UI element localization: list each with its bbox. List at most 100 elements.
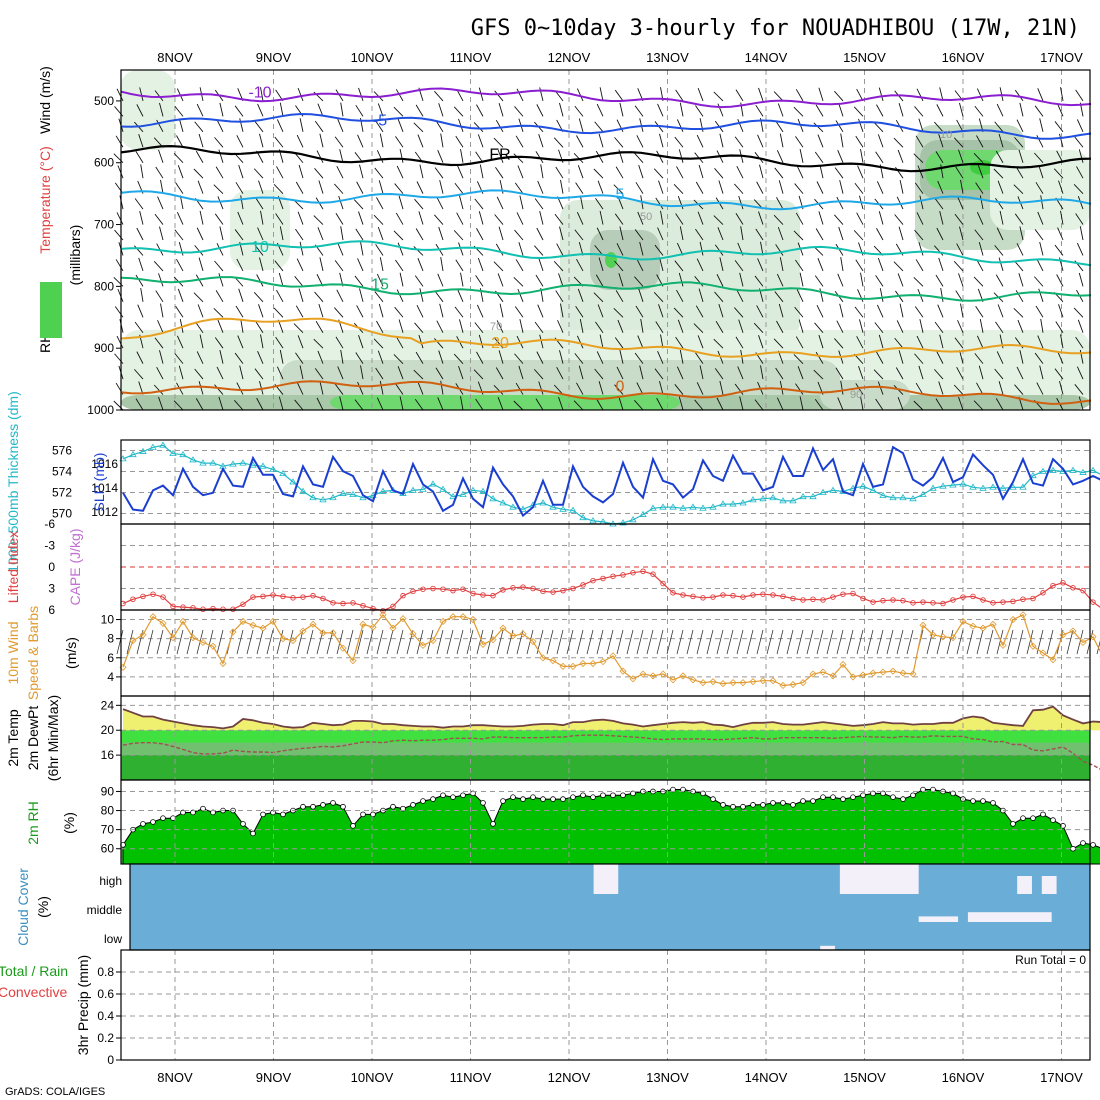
cloud-axis-label: Cloud Cover: [15, 868, 31, 946]
wind-barb: [413, 246, 424, 256]
slp-line: [122, 445, 1100, 518]
wind-barb: [336, 629, 344, 655]
wind-barb: [618, 396, 624, 411]
wind-barb: [794, 306, 804, 318]
wind-barb: [1060, 210, 1064, 225]
wind-barb: [717, 103, 724, 117]
wind-barb: [417, 381, 424, 395]
rh-point: [490, 821, 496, 827]
wind-barb: [677, 196, 684, 210]
date-label-top: 9NOV: [256, 50, 292, 65]
wind-barb: [515, 135, 524, 148]
wind-barb: [1017, 319, 1024, 333]
wind-barb: [536, 227, 544, 241]
thickness-point: [199, 459, 207, 466]
wind-barb: [579, 318, 584, 333]
wind-speed-point: [929, 631, 937, 639]
wind-barb: [314, 167, 324, 179]
temperature-line: [122, 705, 1100, 730]
wind-barb: [996, 351, 1004, 364]
wind-barb: [746, 629, 754, 655]
wind-barb: [1034, 276, 1044, 287]
wind-barb: [958, 273, 964, 287]
wind-barb: [837, 273, 844, 287]
lifted-index-point: [310, 592, 316, 599]
lifted-index-point: [660, 580, 666, 587]
wind-barb: [518, 365, 524, 380]
wind-barb: [776, 273, 784, 287]
rh-point: [180, 809, 186, 816]
wind-barb: [495, 119, 504, 133]
wind-barb: [697, 335, 704, 349]
wind-barb: [294, 399, 304, 411]
wind-barb: [1046, 629, 1054, 655]
wind-barb: [313, 215, 324, 225]
wind-speed-point: [629, 675, 637, 683]
wind-barb: [734, 307, 744, 318]
rh-point: [820, 794, 826, 800]
lifted-index-point: [760, 591, 766, 597]
wind-barb: [653, 168, 664, 179]
wind-speed-point: [409, 630, 417, 638]
wind-barb: [793, 230, 804, 241]
wind-barb: [1039, 241, 1044, 256]
wind-barb: [215, 290, 224, 303]
wind-speed-point: [689, 676, 697, 684]
wind-barb: [536, 351, 544, 364]
wind-barb: [514, 306, 524, 318]
wind-barb: [577, 165, 584, 179]
wind-barb: [116, 88, 124, 102]
rh-point: [710, 796, 716, 802]
wind-barb: [914, 229, 924, 241]
date-label-top: 13NOV: [646, 50, 689, 65]
wind-barb: [673, 183, 684, 194]
wind-barb: [395, 336, 404, 349]
wind-barb: [553, 137, 564, 148]
wind-barb: [786, 629, 794, 655]
wind-barb: [837, 149, 844, 163]
wind-barb: [899, 303, 904, 318]
wind-barb: [816, 629, 824, 655]
wind-barb: [475, 398, 484, 411]
wind-barb: [939, 334, 944, 349]
wind-barb: [773, 91, 784, 102]
wind-barb: [894, 337, 904, 349]
lifted-index-point: [400, 592, 406, 599]
chart-title: GFS 0~10day 3-hourly for NOUADHIBOU (17W…: [471, 16, 1080, 41]
wind-barb: [154, 213, 164, 225]
wind-barb: [377, 350, 384, 364]
wind-barb: [474, 198, 484, 210]
wind-barb: [253, 168, 264, 179]
wind-barb: [715, 321, 724, 333]
wind-barb: [814, 322, 824, 334]
thickness-point: [959, 480, 967, 487]
wind-barb: [454, 306, 464, 318]
wind-barb: [946, 629, 954, 655]
temperature-contour: [120, 189, 1092, 211]
wind-barb: [295, 352, 304, 364]
wind-barb: [458, 118, 464, 132]
wind-barb: [576, 258, 584, 272]
wind-barb: [976, 629, 984, 655]
wind-barb: [1039, 365, 1044, 380]
lifted-index-point: [900, 597, 906, 604]
wind-barb: [676, 289, 684, 303]
wind-barb: [797, 366, 804, 380]
rh-point: [980, 798, 986, 804]
rh-point: [1070, 845, 1076, 852]
wind-speed-point: [229, 628, 237, 636]
wind-speed-point: [439, 617, 447, 626]
wind-barb: [294, 276, 304, 287]
wind-barb: [335, 212, 344, 225]
wind-barb: [898, 350, 904, 364]
wind-barb: [860, 272, 864, 287]
wind-barb: [860, 396, 864, 411]
wind-barb: [319, 133, 324, 148]
slp-frame: [120, 439, 1091, 525]
thickness-point: [439, 485, 447, 492]
wind-barb: [777, 226, 784, 241]
credit-text: GrADS: COLA/IGES: [5, 1086, 105, 1098]
wind-barb: [975, 182, 984, 194]
wind-speed-point: [719, 680, 727, 688]
wind-barb: [736, 165, 744, 179]
